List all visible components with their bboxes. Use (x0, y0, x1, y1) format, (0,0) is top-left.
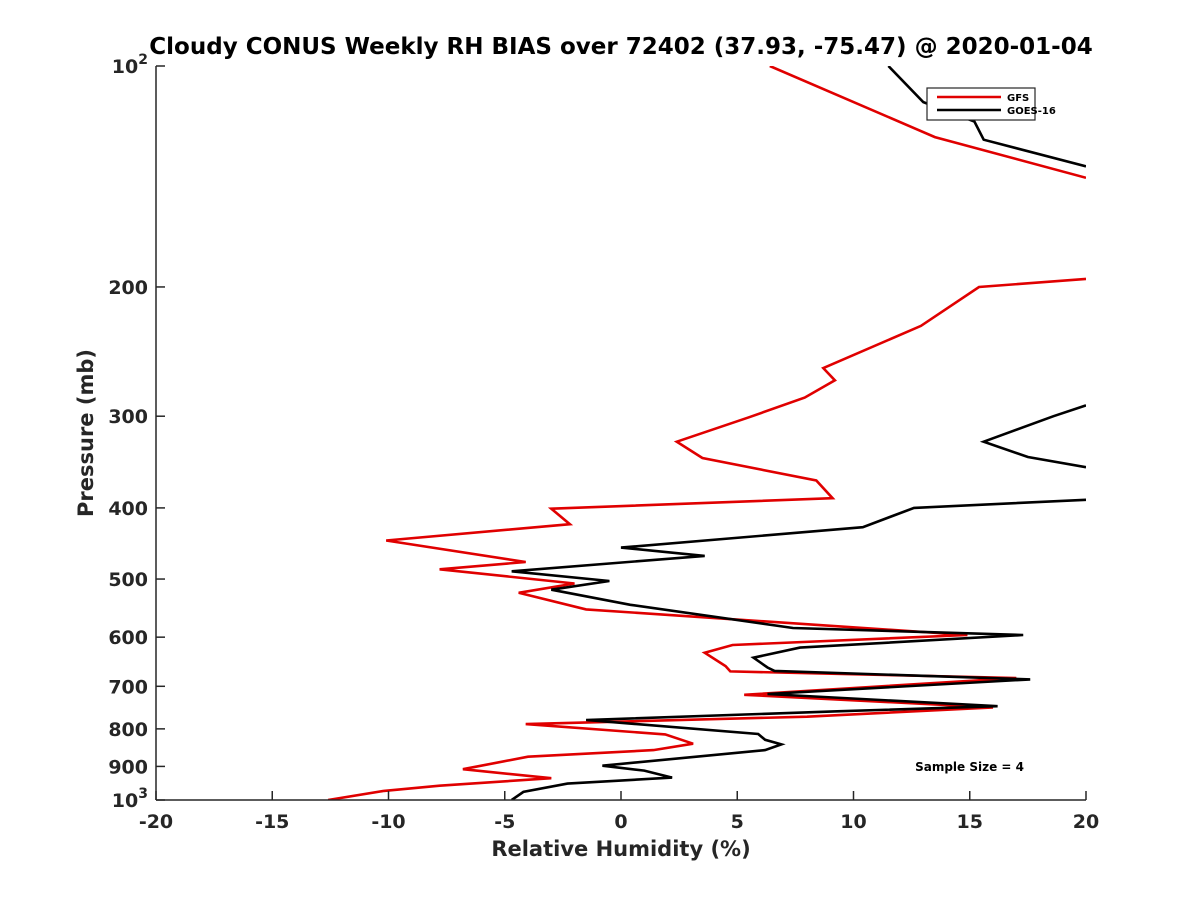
x-tick-label: 20 (1073, 811, 1099, 833)
y-tick-label: 200 (108, 277, 148, 299)
series-line-goes-16-2 (979, 404, 1086, 469)
axes (155, 65, 1087, 801)
x-axis-title: Relative Humidity (%) (491, 837, 750, 861)
legend: GFS GOES-16 (926, 87, 1056, 121)
x-tick-label: 15 (957, 811, 983, 833)
y-tick-label: 103 (112, 786, 148, 812)
chart-title: Cloudy CONUS Weekly RH BIAS over 72402 (… (149, 34, 1092, 60)
x-tick-label: 10 (840, 811, 866, 833)
tick-labels: -20 -15 -10 -5 0 5 10 15 20 102 200 300 400 500 600 700… (108, 52, 1099, 833)
y-tick-label: 500 (108, 569, 148, 591)
legend-box (926, 87, 1036, 121)
series-layer (327, 66, 1086, 800)
series-line-goes-16-1 (887, 66, 1086, 168)
y-tick-label: 400 (108, 498, 148, 520)
x-tick-label: -5 (494, 811, 515, 833)
y-tick-label: 600 (108, 627, 148, 649)
y-tick-label: 900 (108, 756, 148, 778)
y-tick-label: 700 (108, 676, 148, 698)
legend-label: GFS (1007, 93, 1029, 104)
y-axis-title: Pressure (mb) (74, 349, 98, 517)
y-tick-label: 800 (108, 719, 148, 741)
x-tick-label: -20 (139, 811, 173, 833)
x-tick-label: -15 (255, 811, 289, 833)
x-tick-label: 5 (731, 811, 744, 833)
x-tick-label: -10 (371, 811, 405, 833)
y-tick-label: 102 (112, 52, 148, 78)
series-line-gfs-2 (327, 277, 1086, 800)
sample-size-annotation: Sample Size = 4 (915, 760, 1024, 774)
y-tick-label: 300 (108, 406, 148, 428)
series-line-goes-16-3 (510, 498, 1086, 800)
legend-label: GOES-16 (1007, 106, 1056, 117)
x-tick-label: 0 (614, 811, 627, 833)
series-line-gfs-1 (769, 66, 1086, 180)
